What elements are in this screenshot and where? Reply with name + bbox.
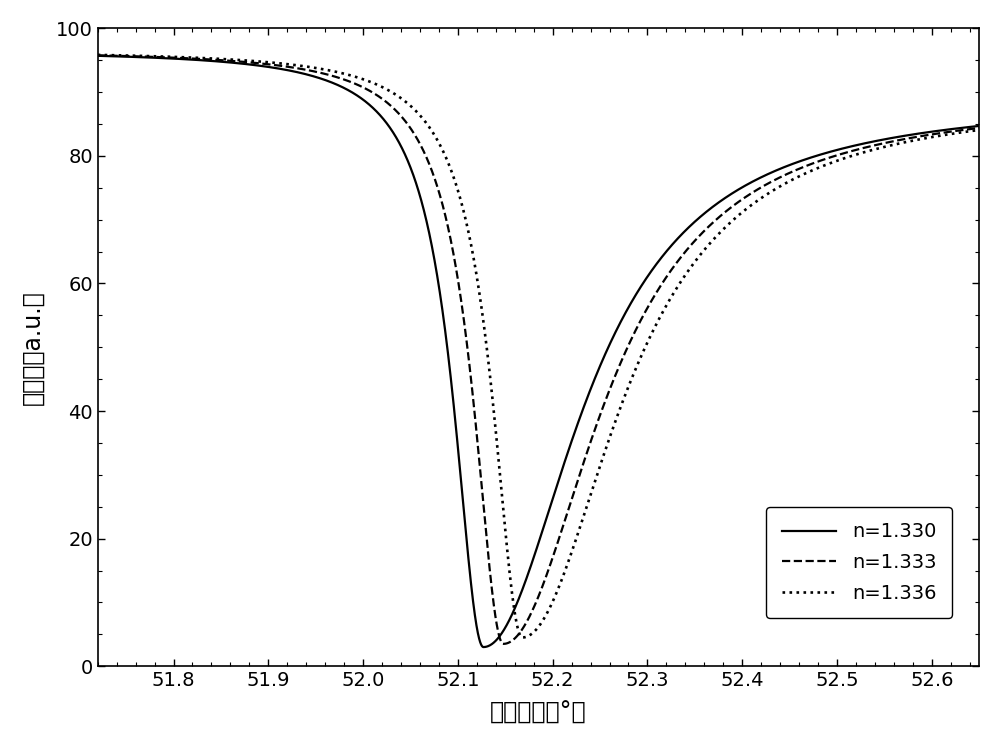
- n=1.330: [973, 122, 985, 131]
- n=1.336: [92, 51, 104, 60]
- X-axis label: 入射角度（°）: 入射角度（°）: [490, 701, 587, 725]
- n=1.333: [665, 266, 677, 275]
- n=1.330: [92, 51, 104, 60]
- n=1.336: [516, 633, 528, 642]
- Legend: n=1.330, n=1.333, n=1.336: n=1.330, n=1.333, n=1.336: [766, 507, 952, 618]
- n=1.330: [817, 149, 829, 158]
- Line: n=1.333: n=1.333: [98, 55, 979, 644]
- n=1.333: [973, 124, 985, 133]
- n=1.336: [750, 198, 762, 207]
- n=1.333: [92, 51, 104, 60]
- n=1.330: [665, 242, 677, 251]
- n=1.336: [428, 131, 440, 140]
- n=1.336: [817, 162, 829, 171]
- n=1.330: [750, 175, 762, 184]
- n=1.333: [621, 345, 633, 354]
- Line: n=1.330: n=1.330: [98, 56, 979, 647]
- n=1.330: [428, 256, 440, 265]
- n=1.333: [428, 174, 440, 183]
- n=1.333: [252, 59, 264, 68]
- n=1.336: [665, 292, 677, 301]
- n=1.333: [497, 639, 509, 648]
- Line: n=1.336: n=1.336: [98, 55, 979, 638]
- n=1.336: [252, 57, 264, 66]
- n=1.330: [621, 307, 633, 316]
- Y-axis label: 反射率（a.u.）: 反射率（a.u.）: [21, 290, 45, 404]
- n=1.333: [817, 155, 829, 164]
- n=1.330: [477, 642, 489, 651]
- n=1.333: [750, 186, 762, 195]
- n=1.336: [621, 387, 633, 396]
- n=1.336: [973, 125, 985, 134]
- n=1.330: [252, 61, 264, 70]
